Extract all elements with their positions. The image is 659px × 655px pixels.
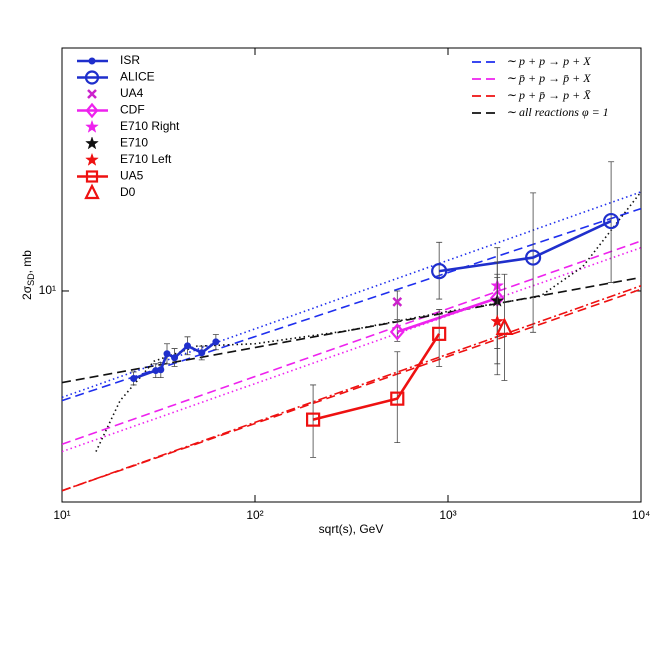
marker xyxy=(85,170,99,183)
marker xyxy=(490,314,505,328)
series-line xyxy=(396,296,498,334)
legend-label: ∼ p + p → p + X xyxy=(506,54,591,68)
error-bar xyxy=(494,277,501,376)
fit-line xyxy=(62,246,641,453)
y-tick-label: 10¹ xyxy=(39,283,56,297)
series-line xyxy=(438,219,612,273)
marker xyxy=(431,263,448,280)
y-axis-label-rest: , mb xyxy=(20,250,34,274)
error-bar xyxy=(436,309,443,367)
marker xyxy=(84,70,100,85)
legend-label: UA5 xyxy=(120,169,144,183)
x-tick-label: 10² xyxy=(246,508,263,522)
error-bar xyxy=(501,273,508,381)
fit-line xyxy=(95,191,641,452)
marker xyxy=(305,412,321,427)
x-tick-label: 10⁴ xyxy=(632,508,651,522)
marker xyxy=(157,366,165,374)
x-tick-label: 10¹ xyxy=(53,508,70,522)
legend-label: ∼ p + p̄ → p + X̄ xyxy=(506,88,591,102)
plot-frame xyxy=(61,47,642,503)
fit-line xyxy=(62,285,641,492)
legend-label: ISR xyxy=(120,53,140,67)
marker xyxy=(603,212,620,230)
error-bar xyxy=(310,384,317,458)
error-bar xyxy=(394,290,401,320)
x-tick-label: 10³ xyxy=(439,508,456,522)
fit-line xyxy=(62,240,641,446)
series-line xyxy=(312,333,441,421)
marker xyxy=(130,374,138,382)
marker xyxy=(171,354,179,362)
fit-line xyxy=(62,276,641,384)
legend-label: ALICE xyxy=(120,70,155,84)
marker xyxy=(389,323,405,341)
legend-label: ∼ all reactions φ = 1 xyxy=(506,105,609,119)
fit-line xyxy=(62,191,641,399)
marker xyxy=(432,326,447,341)
legend-label: UA4 xyxy=(120,86,144,100)
legend-label: CDF xyxy=(120,103,145,117)
marker xyxy=(85,102,99,119)
y-axis-label: 2σSD, mb xyxy=(20,250,36,300)
marker xyxy=(524,249,542,266)
marker xyxy=(390,391,405,406)
marker xyxy=(212,338,220,346)
legend-label: D0 xyxy=(120,185,136,199)
marker xyxy=(85,119,99,133)
x-axis-label: sqrt(s), GeV xyxy=(319,522,384,536)
marker xyxy=(198,349,206,357)
marker xyxy=(88,57,96,65)
legend-label: E710 Left xyxy=(120,152,172,166)
error-bar xyxy=(530,192,537,333)
marker xyxy=(163,350,171,358)
legend-label: E710 Right xyxy=(120,119,180,133)
marker xyxy=(495,317,514,336)
marker xyxy=(84,183,100,200)
legend-label: ∼ p̄ + p → p̄ + X xyxy=(506,71,591,85)
marker xyxy=(85,152,99,166)
y-axis-label-sub: SD xyxy=(26,273,36,286)
legend-label: E710 xyxy=(120,136,148,150)
marker xyxy=(85,136,99,150)
y-axis-label-main: 2σ xyxy=(20,285,34,300)
marker xyxy=(87,89,97,99)
marker xyxy=(184,342,192,350)
plot-area xyxy=(62,161,641,492)
marker xyxy=(392,296,403,307)
